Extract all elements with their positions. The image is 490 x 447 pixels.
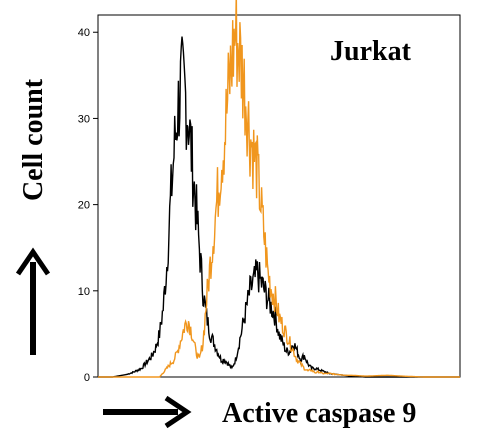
y-axis-arrow bbox=[15, 247, 51, 355]
y-tick-label: 10 bbox=[78, 286, 90, 298]
series-line-orange bbox=[98, 0, 460, 378]
chart-title: Jurkat bbox=[330, 36, 412, 67]
x-axis-arrow bbox=[103, 395, 192, 429]
series-group bbox=[98, 0, 460, 378]
y-tick-label: 30 bbox=[78, 113, 90, 125]
y-tick-label: 20 bbox=[78, 200, 90, 212]
y-axis-label: Cell count bbox=[18, 78, 49, 201]
y-tick-label: 40 bbox=[78, 27, 90, 39]
y-axis-ticks: 0 10 20 30 40 bbox=[78, 27, 98, 384]
series-line-black bbox=[98, 36, 460, 378]
x-axis-label: Active caspase 9 bbox=[222, 398, 416, 429]
y-tick-label: 0 bbox=[84, 372, 90, 384]
plot-frame bbox=[97, 14, 461, 378]
